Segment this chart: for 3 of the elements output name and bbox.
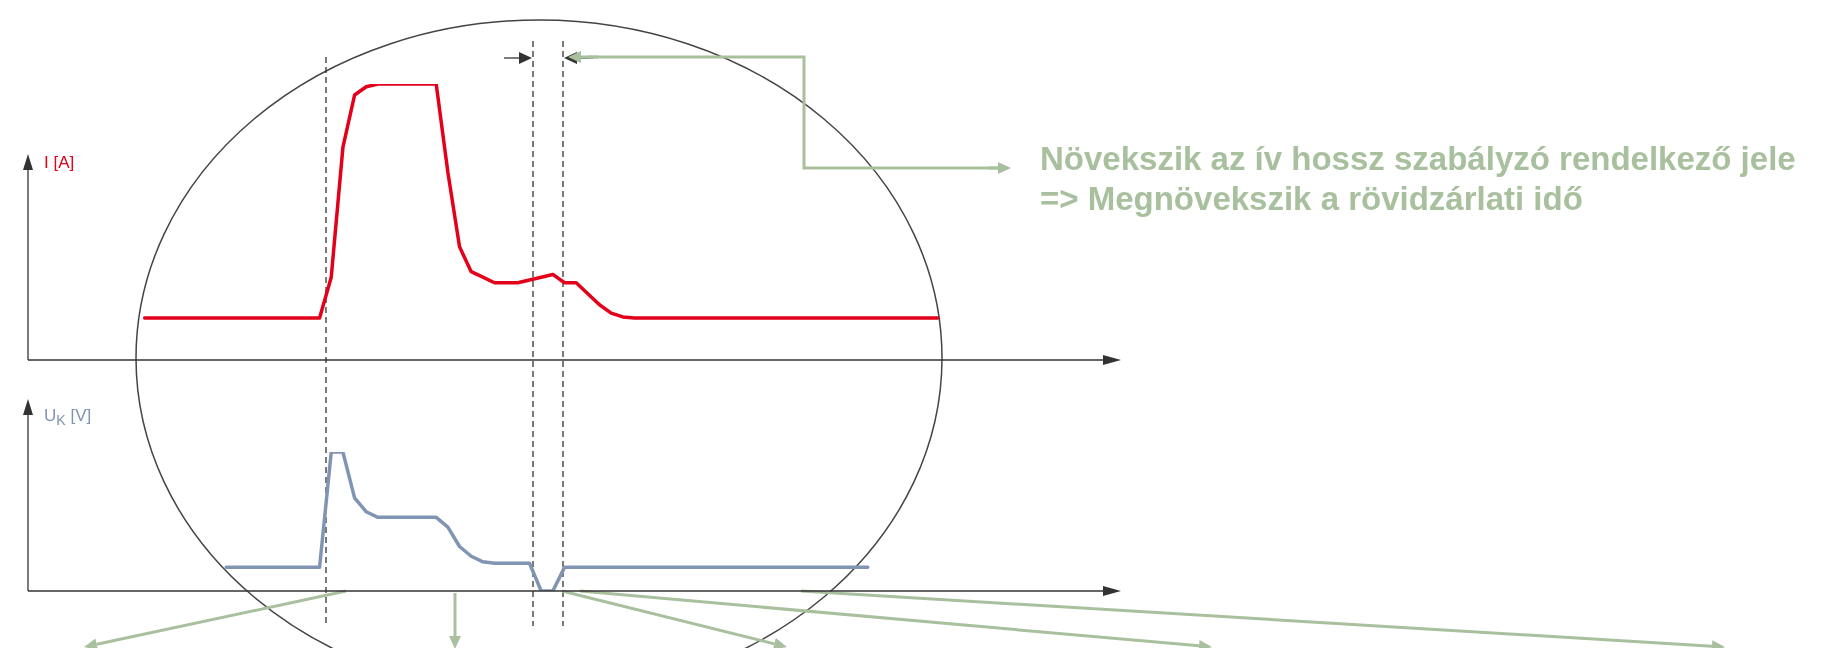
annotation: Növekszik az ív hossz szabályzó rendelkező jele => Megnövekszik a rövidzárlati idő xyxy=(1040,139,1797,219)
y-axis-title: I [A] xyxy=(44,153,75,173)
y-axis-title: U$_{K}$ [V] xyxy=(44,406,92,429)
